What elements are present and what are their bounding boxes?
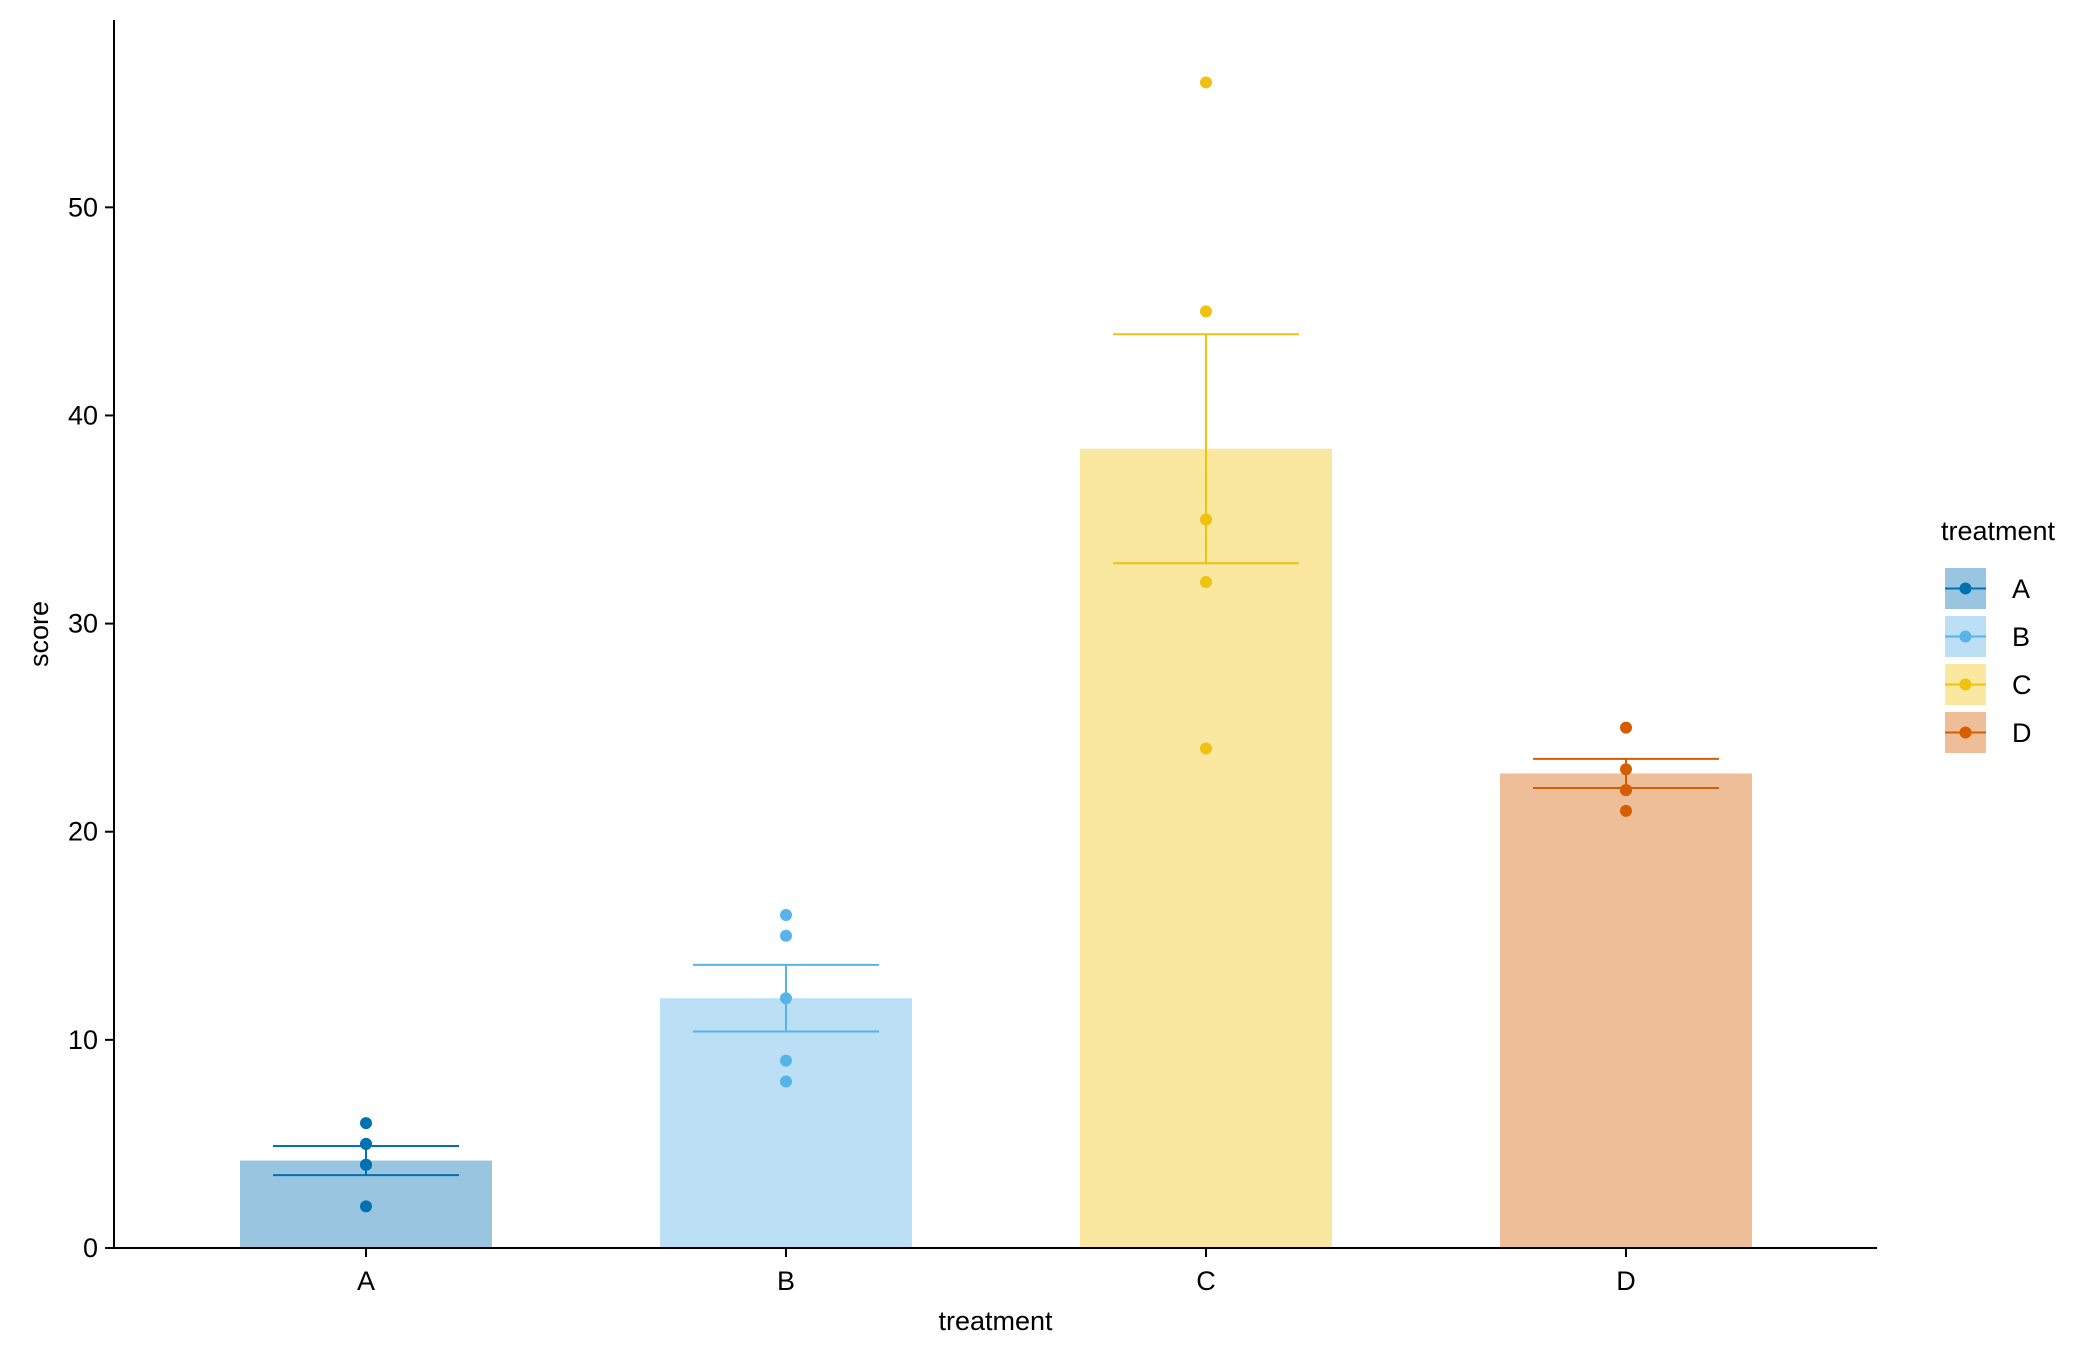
x-ticks: A B C D — [357, 1248, 1636, 1296]
y-ticks: 0 10 20 30 40 50 — [68, 192, 114, 1263]
x-axis-title: treatment — [938, 1306, 1053, 1336]
y-tick-label: 30 — [68, 609, 98, 639]
y-tick-label: 20 — [68, 817, 98, 847]
data-point-b — [780, 1075, 792, 1088]
y-tick-label: 0 — [83, 1233, 98, 1263]
data-point-a — [360, 1137, 372, 1150]
legend-entry-c: C — [1945, 664, 2032, 705]
data-point-c — [1200, 742, 1212, 755]
data-point-c — [1200, 513, 1212, 526]
legend-title: treatment — [1941, 516, 2056, 546]
data-point-c — [1200, 305, 1212, 318]
legend-entry-d: D — [1945, 712, 2032, 753]
x-tick-label: A — [357, 1266, 375, 1296]
data-point-a — [360, 1117, 372, 1130]
x-tick-label: B — [777, 1266, 795, 1296]
legend-label: A — [2012, 574, 2030, 604]
data-point-d — [1620, 804, 1632, 817]
y-axis-title: score — [24, 601, 54, 667]
data-point-c — [1200, 76, 1212, 89]
data-point-d — [1620, 721, 1632, 734]
bars-layer — [240, 448, 1752, 1249]
axes-layer — [113, 20, 1877, 1249]
x-tick-label: C — [1196, 1266, 1216, 1296]
legend-entry-b: B — [1945, 616, 2030, 657]
legend-label: B — [2012, 622, 2030, 652]
data-point-d — [1620, 784, 1632, 797]
legend-key-point — [1959, 630, 1972, 643]
data-point-b — [780, 929, 792, 942]
bar-d — [1500, 773, 1752, 1248]
bar-c — [1080, 448, 1332, 1249]
data-point-a — [360, 1158, 372, 1171]
data-point-d — [1620, 763, 1632, 776]
legend-key-point — [1959, 726, 1972, 739]
data-point-c — [1200, 575, 1212, 588]
legend-key-point — [1959, 582, 1972, 595]
data-point-b — [780, 908, 792, 921]
y-tick-label: 50 — [68, 192, 98, 222]
x-tick-label: D — [1616, 1266, 1636, 1296]
y-tick-label: 10 — [68, 1025, 98, 1055]
points-layer — [360, 76, 1632, 1213]
data-point-b — [780, 1054, 792, 1067]
legend-key-point — [1959, 678, 1972, 691]
data-point-a — [360, 1200, 372, 1213]
y-tick-label: 40 — [68, 400, 98, 430]
data-point-b — [780, 992, 792, 1005]
legend-label: C — [2012, 670, 2032, 700]
bar-b — [660, 998, 912, 1248]
legend-label: D — [2012, 718, 2032, 748]
legend-entry-a: A — [1945, 568, 2030, 609]
